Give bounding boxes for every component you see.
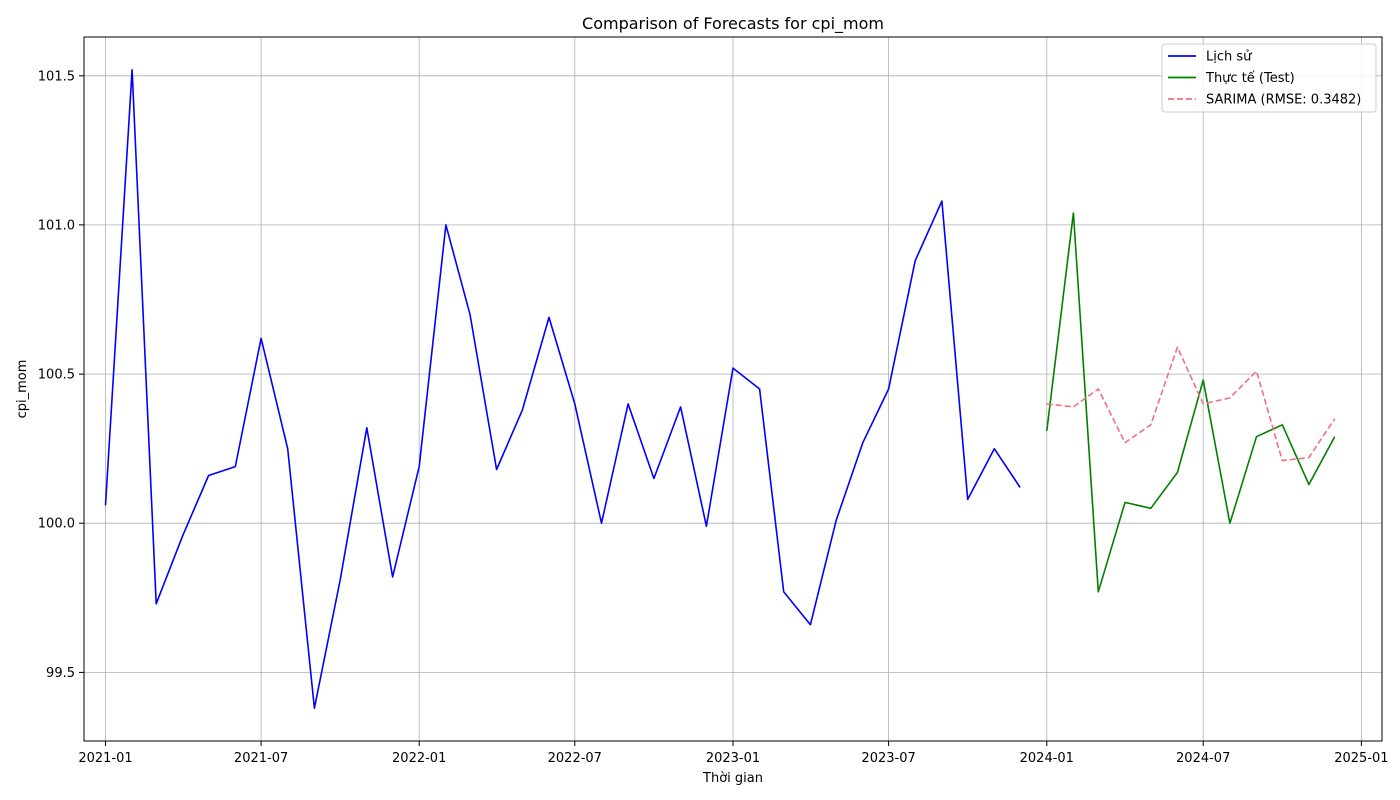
series-line-0 [104, 69, 1021, 710]
legend-box [1161, 43, 1377, 113]
x-tick-label: 2022-07 [548, 751, 602, 766]
y-tick-label: 101.5 [38, 69, 75, 84]
ticks: 2021-01 2021-07 2022-01 2022-07 2023-01 2023-… [38, 69, 1389, 766]
x-tick-label: 2021-07 [234, 751, 288, 766]
x-tick-label: 2021-01 [78, 751, 132, 766]
legend-label-0: Lịch sử [1206, 50, 1252, 65]
x-tick-label: 2022-01 [392, 751, 446, 766]
y-tick-label: 100.5 [38, 368, 75, 383]
y-tick-label: 100.0 [38, 517, 75, 532]
x-tick-label: 2025-01 [1334, 751, 1388, 766]
legend: Lịch sử Thực tế (Test) SARIMA (RMSE: 0.348… [1161, 43, 1377, 113]
x-axis-title: Thời gian [702, 771, 763, 786]
legend-label-1: Thực tế (Test) [1205, 71, 1295, 86]
legend-label-2: SARIMA (RMSE: 0.3482) [1206, 93, 1361, 108]
x-tick-label: 2023-07 [861, 751, 915, 766]
chart-title: Comparison of Forecasts for cpi_mom [582, 14, 884, 34]
y-axis-title: cpi_mom [15, 360, 30, 419]
x-tick-label: 2024-07 [1176, 751, 1230, 766]
series-layer [104, 69, 1336, 710]
y-tick-label: 101.0 [38, 218, 75, 233]
x-tick-label: 2024-01 [1020, 751, 1074, 766]
x-tick-label: 2023-01 [706, 751, 760, 766]
y-tick-label: 99.5 [46, 666, 75, 681]
series-line-1 [1046, 212, 1336, 593]
series-line-2 [1046, 346, 1336, 462]
